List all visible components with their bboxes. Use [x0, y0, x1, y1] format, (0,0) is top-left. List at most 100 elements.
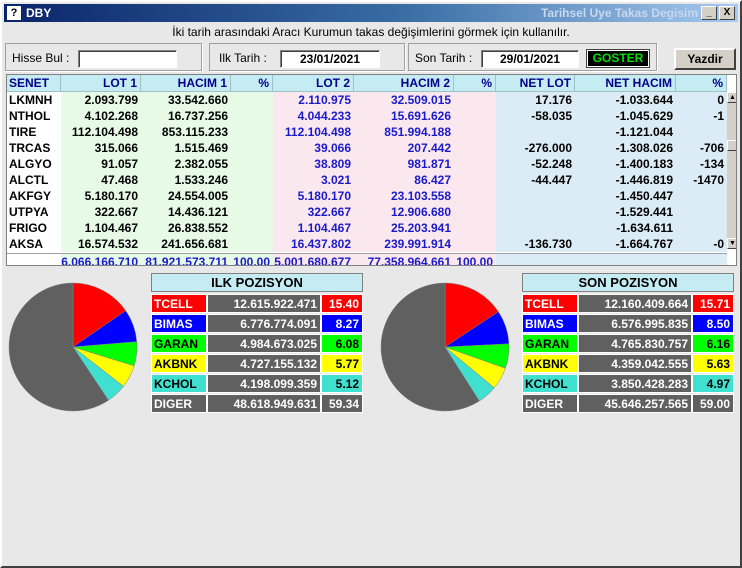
table-cell-net-hacim[interactable]: -1.308.026 [575, 140, 676, 156]
table-cell-net-lot[interactable] [496, 204, 575, 220]
table-cell-pct1[interactable] [231, 140, 273, 156]
table-cell-net-pct[interactable] [676, 124, 727, 140]
table-cell-hacim1[interactable]: 24.554.005 [141, 188, 231, 204]
scroll-thumb[interactable] [727, 140, 736, 151]
table-cell-net-hacim[interactable]: -1.446.819 [575, 172, 676, 188]
col-header-lot2[interactable]: LOT 2 [273, 75, 354, 92]
table-cell-hacim1[interactable]: 26.838.552 [141, 220, 231, 236]
table-cell-hacim2[interactable]: 207.442 [354, 140, 454, 156]
table-cell-hacim1[interactable]: 2.382.055 [141, 156, 231, 172]
col-header-pct1[interactable]: % [231, 75, 273, 92]
table-cell-net-pct[interactable]: -0 [676, 236, 727, 252]
table-cell-pct2[interactable] [454, 156, 496, 172]
col-header-hacim1[interactable]: HACIM 1 [141, 75, 231, 92]
table-cell-pct1[interactable] [231, 188, 273, 204]
table-cell-hacim1[interactable]: 14.436.121 [141, 204, 231, 220]
table-cell-lot2[interactable]: 2.110.975 [273, 92, 354, 108]
table-cell-pct2[interactable] [454, 188, 496, 204]
col-header-senet[interactable]: SENET [7, 75, 61, 92]
table-cell-net-pct[interactable]: 0 [676, 92, 727, 108]
goster-button[interactable]: GOSTER [586, 49, 650, 68]
table-cell-lot2[interactable]: 1.104.467 [273, 220, 354, 236]
table-cell-lot2[interactable]: 112.104.498 [273, 124, 354, 140]
table-cell-lot1[interactable]: 91.057 [61, 156, 141, 172]
table-cell-net-pct[interactable]: -1470 [676, 172, 727, 188]
table-cell-net-lot[interactable]: -52.248 [496, 156, 575, 172]
table-cell-pct1[interactable] [231, 236, 273, 252]
table-cell-net-pct[interactable] [676, 204, 727, 220]
yazdir-button[interactable]: Yazdir [674, 48, 736, 70]
table-cell-hacim2[interactable]: 15.691.626 [354, 108, 454, 124]
table-cell-pct2[interactable] [454, 204, 496, 220]
table-cell-lot2[interactable]: 3.021 [273, 172, 354, 188]
table-cell-lot1[interactable]: 112.104.498 [61, 124, 141, 140]
table-cell-net-hacim[interactable]: -1.529.441 [575, 204, 676, 220]
table-cell-hacim1[interactable]: 1.515.469 [141, 140, 231, 156]
table-cell-net-lot[interactable]: -136.730 [496, 236, 575, 252]
table-cell-hacim1[interactable]: 241.656.681 [141, 236, 231, 252]
table-cell-net-hacim[interactable]: -1.121.044 [575, 124, 676, 140]
table-cell-hacim2[interactable]: 23.103.558 [354, 188, 454, 204]
table-cell-pct2[interactable] [454, 108, 496, 124]
col-header-hacim2[interactable]: HACIM 2 [354, 75, 454, 92]
table-cell-net-hacim[interactable]: -1.033.644 [575, 92, 676, 108]
scroll-up-icon[interactable]: ▲ [727, 92, 736, 103]
table-cell-lot1[interactable]: 315.066 [61, 140, 141, 156]
col-header-net-hacim[interactable]: NET HACIM [575, 75, 676, 92]
table-cell-hacim2[interactable]: 25.203.941 [354, 220, 454, 236]
table-cell-pct1[interactable] [231, 124, 273, 140]
title-bar[interactable]: ? DBY Tarihsel Uye Takas Degisim _ X [4, 4, 738, 22]
table-cell-senet[interactable]: FRIGO [7, 220, 61, 236]
scroll-down-icon[interactable]: ▼ [727, 238, 736, 249]
table-cell-pct1[interactable] [231, 172, 273, 188]
table-cell-pct1[interactable] [231, 204, 273, 220]
table-cell-pct2[interactable] [454, 220, 496, 236]
table-cell-lot2[interactable]: 39.066 [273, 140, 354, 156]
table-cell-hacim1[interactable]: 853.115.233 [141, 124, 231, 140]
table-cell-senet[interactable]: AKSA [7, 236, 61, 252]
table-cell-lot1[interactable]: 5.180.170 [61, 188, 141, 204]
table-cell-hacim2[interactable]: 12.906.680 [354, 204, 454, 220]
table-cell-pct2[interactable] [454, 236, 496, 252]
col-header-pct2[interactable]: % [454, 75, 496, 92]
table-cell-lot1[interactable]: 322.667 [61, 204, 141, 220]
minimize-button[interactable]: _ [701, 6, 717, 20]
table-cell-pct1[interactable] [231, 92, 273, 108]
table-cell-net-lot[interactable] [496, 220, 575, 236]
table-cell-lot2[interactable]: 38.809 [273, 156, 354, 172]
table-cell-lot2[interactable]: 4.044.233 [273, 108, 354, 124]
son-tarih-input[interactable]: 29/01/2021 [481, 50, 579, 68]
table-cell-lot1[interactable]: 2.093.799 [61, 92, 141, 108]
table-cell-senet[interactable]: TIRE [7, 124, 61, 140]
table-cell-net-lot[interactable] [496, 124, 575, 140]
table-cell-net-lot[interactable]: -44.447 [496, 172, 575, 188]
table-cell-senet[interactable]: UTPYA [7, 204, 61, 220]
table-cell-net-pct[interactable]: -134 [676, 156, 727, 172]
table-cell-hacim2[interactable]: 32.509.015 [354, 92, 454, 108]
table-cell-hacim2[interactable]: 851.994.188 [354, 124, 454, 140]
close-button[interactable]: X [719, 6, 735, 20]
table-cell-net-lot[interactable] [496, 188, 575, 204]
table-cell-pct1[interactable] [231, 108, 273, 124]
table-cell-net-hacim[interactable]: -1.045.629 [575, 108, 676, 124]
table-cell-hacim1[interactable]: 1.533.246 [141, 172, 231, 188]
col-header-net-lot[interactable]: NET LOT [496, 75, 575, 92]
table-cell-lot1[interactable]: 16.574.532 [61, 236, 141, 252]
hisse-search-input[interactable] [78, 50, 177, 68]
table-cell-net-hacim[interactable]: -1.400.183 [575, 156, 676, 172]
table-cell-lot1[interactable]: 1.104.467 [61, 220, 141, 236]
table-cell-hacim2[interactable]: 239.991.914 [354, 236, 454, 252]
table-cell-pct2[interactable] [454, 172, 496, 188]
table-cell-lot1[interactable]: 4.102.268 [61, 108, 141, 124]
table-cell-hacim1[interactable]: 16.737.256 [141, 108, 231, 124]
table-cell-pct2[interactable] [454, 92, 496, 108]
table-cell-pct2[interactable] [454, 124, 496, 140]
table-cell-net-lot[interactable]: -58.035 [496, 108, 575, 124]
table-cell-net-pct[interactable] [676, 220, 727, 236]
table-cell-senet[interactable]: ALGYO [7, 156, 61, 172]
table-cell-hacim2[interactable]: 981.871 [354, 156, 454, 172]
table-cell-hacim2[interactable]: 86.427 [354, 172, 454, 188]
ilk-tarih-input[interactable]: 23/01/2021 [280, 50, 380, 68]
table-cell-pct1[interactable] [231, 156, 273, 172]
table-cell-net-hacim[interactable]: -1.450.447 [575, 188, 676, 204]
